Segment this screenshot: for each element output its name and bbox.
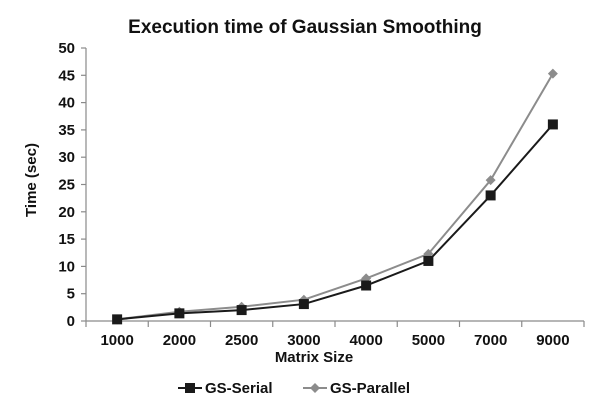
y-tick-label: 20	[58, 204, 75, 221]
x-tick-label: 2500	[225, 332, 258, 349]
y-tick-label: 50	[58, 40, 75, 57]
data-point-gs-serial	[174, 308, 185, 319]
y-tick-label: 40	[58, 95, 75, 112]
legend-label-gs-serial: GS-Serial	[205, 380, 273, 397]
y-tick-label: 25	[58, 177, 75, 194]
series-gs-serial	[112, 119, 558, 325]
series-line-gs-parallel	[117, 73, 554, 321]
y-tick-label: 5	[67, 286, 75, 303]
legend: GS-Serial GS-Parallel	[178, 380, 410, 397]
data-point-gs-parallel	[423, 248, 434, 259]
x-axis-ticks: 1000 2000 2500 3000 4000 5000 7000 9000	[85, 321, 585, 349]
y-tick-label: 0	[67, 313, 75, 330]
data-point-gs-parallel	[485, 175, 496, 186]
legend-marker-gs-serial	[185, 383, 195, 393]
legend-label-gs-parallel: GS-Parallel	[330, 380, 410, 397]
x-tick-label: 1000	[100, 332, 133, 349]
y-axis-title: Time (sec)	[23, 143, 40, 217]
x-tick-label: 2000	[163, 332, 196, 349]
x-tick-label: 4000	[349, 332, 382, 349]
x-tick-label: 5000	[412, 332, 445, 349]
data-point-gs-parallel	[547, 68, 558, 79]
y-tick-label: 30	[58, 149, 75, 166]
data-point-gs-serial	[112, 314, 123, 325]
data-point-gs-serial	[547, 119, 558, 130]
y-tick-label: 10	[58, 258, 75, 275]
y-axis-ticks: 0 5 10 15 20 25 30 35 40 45 50	[58, 40, 86, 330]
chart-title: Execution time of Gaussian Smoothing	[128, 17, 482, 38]
data-point-gs-serial	[485, 190, 496, 201]
legend-marker-gs-parallel	[310, 383, 320, 393]
series-line-gs-serial	[117, 123, 554, 321]
series-layer	[112, 68, 558, 325]
y-tick-label: 45	[58, 67, 75, 84]
x-tick-label: 9000	[536, 332, 569, 349]
axes	[85, 48, 584, 322]
y-tick-label: 35	[58, 122, 75, 139]
data-point-gs-serial	[298, 299, 309, 310]
x-tick-label: 3000	[287, 332, 320, 349]
data-point-gs-serial	[236, 305, 247, 316]
x-tick-label: 7000	[474, 332, 507, 349]
data-point-gs-serial	[423, 255, 434, 266]
data-point-gs-serial	[361, 280, 372, 291]
y-tick-label: 15	[58, 231, 75, 248]
x-axis-title: Matrix Size	[275, 349, 353, 366]
